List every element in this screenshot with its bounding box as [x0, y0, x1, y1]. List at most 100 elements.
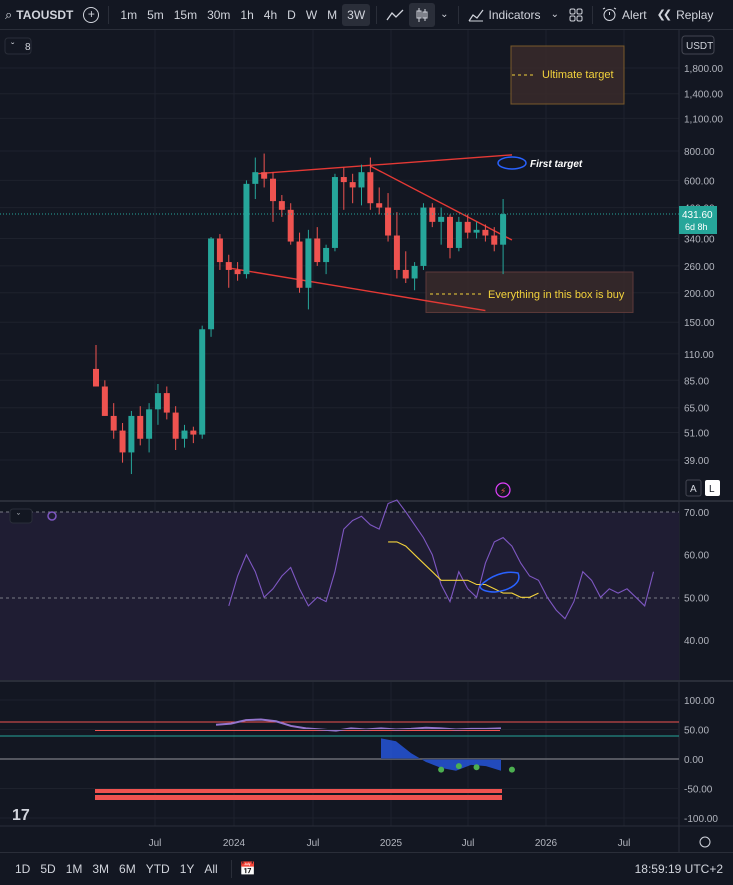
price-tick: 340.00	[684, 234, 715, 245]
settings-gear-icon[interactable]	[47, 511, 57, 521]
timeframe-4h[interactable]: 4h	[263, 7, 278, 22]
candle-body	[500, 214, 507, 245]
price-tick: 85.00	[684, 376, 709, 387]
candle-body	[270, 178, 276, 202]
line-chart-icon	[386, 9, 404, 20]
candle-body	[402, 269, 409, 279]
rsi-band	[0, 512, 679, 680]
price-scale[interactable]: 1,800.001,400.001,100.00800.00600.00460.…	[684, 64, 723, 467]
time-tick: 2026	[535, 838, 558, 849]
range-all[interactable]: All	[204, 862, 218, 876]
trendline	[370, 165, 513, 241]
rsi-tick: 60.00	[684, 551, 709, 562]
range-1d[interactable]: 1D	[15, 862, 31, 876]
osc-histogram-band	[95, 788, 502, 793]
clock-label[interactable]: 18:59:19 UTC+2	[634, 862, 723, 876]
candles-icon	[416, 7, 428, 22]
range-ytd[interactable]: YTD	[145, 862, 170, 876]
candle-body	[172, 412, 179, 439]
lightning-icon[interactable]	[495, 482, 511, 498]
rsi-line	[228, 499, 655, 620]
symbol-search[interactable]: ⌕ TAOUSDT	[0, 0, 78, 29]
rsi-collapse-button[interactable]	[9, 508, 33, 524]
osc-fast-line	[215, 718, 502, 732]
range-5d[interactable]: 5D	[40, 862, 56, 876]
alarm-clock-icon	[602, 7, 617, 21]
bottom-toolbar: 1D 5D 1M 3M 6M YTD 1Y All 📅 18:59:19 UTC+2	[0, 852, 733, 885]
candle-body	[163, 393, 170, 413]
candle-body	[358, 172, 365, 188]
symbol-label: TAOUSDT	[16, 7, 74, 22]
chevron-down-icon: ⌄	[440, 9, 449, 20]
candle-body	[243, 183, 250, 275]
timeframe-1h[interactable]: 1h	[240, 7, 254, 22]
range-1m[interactable]: 1M	[65, 862, 83, 876]
divider	[230, 860, 232, 878]
grid-icon	[569, 8, 583, 21]
log-scale-button[interactable]	[705, 480, 720, 496]
price-tick: 800.00	[684, 147, 715, 158]
indicators-label: Indicators	[488, 7, 541, 22]
range-3m[interactable]: 3M	[92, 862, 110, 876]
rsi-scale: 70.00 60.00 50.00 40.00	[684, 508, 709, 647]
timeframe-d[interactable]: D	[287, 7, 296, 22]
price-tick: 1,400.00	[684, 90, 723, 101]
osc-area	[381, 738, 501, 771]
candle-body	[447, 216, 453, 248]
indicators-button[interactable]: Indicators	[463, 0, 546, 29]
currency-button[interactable]	[681, 35, 715, 55]
time-axis[interactable]: Jul 2024 Jul 2025 Jul 2026 Jul	[149, 838, 631, 849]
ultimate-target-box	[510, 45, 625, 105]
timeframe-w[interactable]: W	[305, 7, 318, 22]
time-tick: Jul	[307, 838, 320, 849]
candle-chart-type-button[interactable]	[409, 2, 436, 27]
rsi-ma-line	[388, 541, 539, 598]
time-tick: Jul	[618, 838, 631, 849]
rsi-tick: 40.00	[684, 636, 709, 647]
timeframe-m[interactable]: M	[327, 7, 338, 22]
indicators-dropdown[interactable]: ⌄	[546, 0, 564, 29]
timeframe-5m[interactable]: 5m	[147, 7, 164, 22]
range-1y[interactable]: 1Y	[179, 862, 195, 876]
osc-dot	[508, 766, 515, 773]
timeframe-3w[interactable]: 3W	[342, 3, 371, 26]
compare-button[interactable]: +	[78, 0, 104, 29]
rewind-icon: ❮❮	[656, 9, 673, 21]
auto-scale-button[interactable]	[685, 479, 702, 497]
candle-body	[420, 207, 427, 266]
candle-body	[190, 430, 197, 435]
candle-body	[429, 207, 436, 222]
legend-toggle[interactable]	[4, 37, 32, 55]
calendar-icon[interactable]: 📅	[239, 861, 256, 876]
settings-gear-icon[interactable]	[699, 836, 711, 848]
price-tick: 65.00	[684, 404, 709, 415]
replay-button[interactable]: ❮❮ Replay	[652, 0, 719, 29]
timeframe-30m[interactable]: 30m	[207, 7, 231, 22]
candle-body	[110, 415, 117, 431]
candle-body	[119, 430, 126, 453]
rsi-tick: 50.00	[684, 593, 709, 604]
range-6m[interactable]: 6M	[119, 862, 136, 876]
chevron-down-icon: ˇ	[17, 512, 20, 522]
price-tick: 150.00	[684, 318, 715, 329]
timeframe-group: 1m 5m 15m 30m 1h 4h D W M 3W	[113, 0, 372, 29]
timeframe-1m[interactable]: 1m	[120, 7, 138, 22]
price-tick: 51.00	[684, 429, 709, 440]
timeframe-15m[interactable]: 15m	[173, 7, 198, 22]
oscillator-series	[0, 718, 679, 800]
chart-canvas[interactable]: ˇ 8 USDT 1,800.00 1,400.00 1,100.00 800.00 6…	[0, 30, 733, 852]
price-tick: 600.00	[684, 176, 715, 187]
templates-button[interactable]	[564, 0, 588, 29]
legend-chevron-icon: ˇ	[11, 41, 15, 53]
time-tick: 2024	[223, 838, 246, 849]
candle-body	[314, 238, 321, 263]
line-chart-type-button[interactable]	[381, 0, 409, 29]
alert-label: Alert	[621, 7, 647, 22]
candle-body	[199, 329, 206, 435]
candle-body	[287, 209, 294, 242]
chart-type-dropdown[interactable]: ⌄	[435, 0, 453, 29]
alert-button[interactable]: Alert	[597, 0, 652, 29]
currency-label: USDT	[686, 41, 713, 52]
replay-label: Replay	[676, 7, 714, 22]
oscillator-scale: 100.00 50.00 0.00 -50.00 -100.00	[0, 696, 718, 825]
